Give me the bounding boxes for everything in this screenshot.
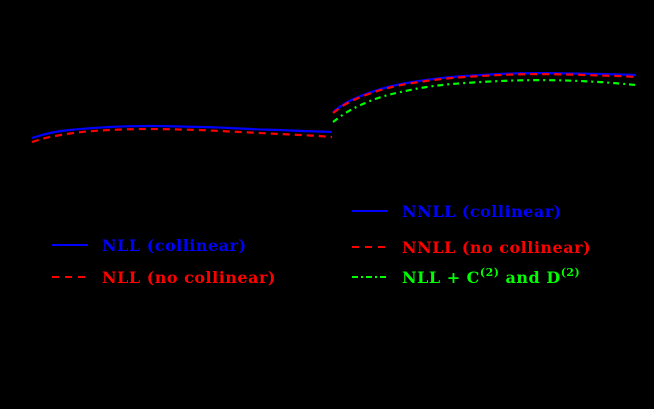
curves-group: [31, 72, 637, 144]
legend-swatch-solid-blue: [352, 209, 388, 213]
legend-swatch-solid-blue: [52, 243, 88, 247]
legend-label-part: and D: [499, 267, 561, 287]
legend-entry-nnll-no-collinear: NNLL (no collinear): [352, 236, 591, 258]
superscript: (2): [560, 265, 581, 279]
curve-nnll-no-collinear: [332, 73, 637, 114]
legend-label: NLL (collinear): [102, 235, 247, 255]
legend-label: NNLL (no collinear): [402, 237, 592, 257]
legend-swatch-dashdot-green: [352, 275, 388, 279]
legend-entry-nll-collinear: NLL (collinear): [52, 234, 247, 256]
legend-swatch-dashed-red: [352, 245, 388, 249]
curve-nll-c-2-and-d-2: [332, 79, 637, 123]
legend-label-part: NLL + C: [402, 267, 480, 287]
legend-entry-nll-c2-d2: NLL + C(2) and D(2): [352, 266, 580, 288]
legend-label: NLL + C(2) and D(2): [402, 265, 581, 287]
legend-swatch-dashed-red: [52, 275, 88, 279]
legend-entry-nnll-collinear: NNLL (collinear): [352, 200, 562, 222]
curve-nnll-collinear: [332, 72, 637, 113]
legend-entry-nll-no-collinear: NLL (no collinear): [52, 266, 276, 288]
curve-nll-collinear: [31, 124, 333, 140]
legend-label: NNLL (collinear): [402, 201, 562, 221]
legend-label: NLL (no collinear): [102, 267, 276, 287]
superscript: (2): [479, 265, 500, 279]
